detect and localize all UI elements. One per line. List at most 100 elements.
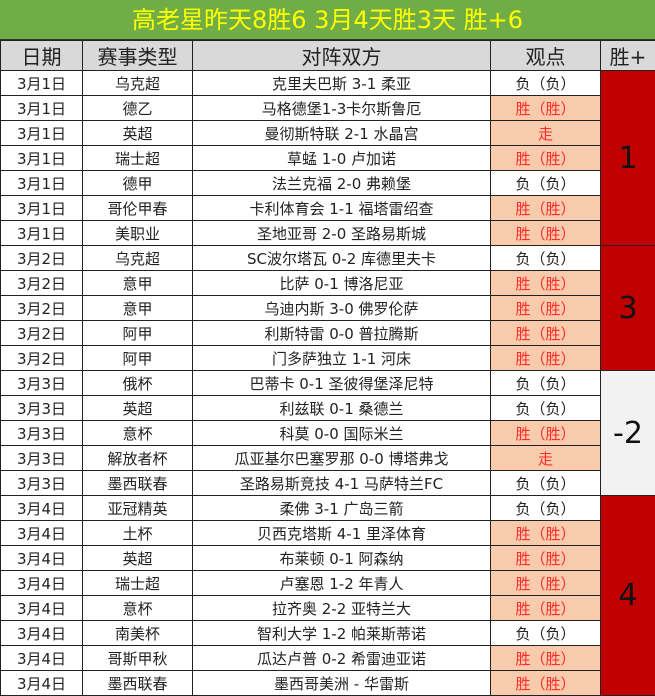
cell-view: 负（负） <box>491 246 601 271</box>
cell-view: 负（负） <box>491 396 601 421</box>
cell-view: 胜（胜） <box>491 346 601 371</box>
cell-date: 3月1日 <box>1 221 83 246</box>
cell-match: 贝西克塔斯 4-1 里泽体育 <box>193 521 491 546</box>
result-cell: 3 <box>601 246 655 371</box>
table-row: 3月2日意甲乌迪内斯 3-0 佛罗伦萨胜（胜） <box>1 296 655 321</box>
cell-match: 卢塞恩 1-2 年青人 <box>193 571 491 596</box>
table-row: 3月4日哥斯甲秋瓜达卢普 0-2 希雷迪亚诺胜（胜） <box>1 646 655 671</box>
cell-date: 3月3日 <box>1 421 83 446</box>
cell-match: 卡利体育会 1-1 福塔雷绍查 <box>193 196 491 221</box>
cell-view: 负（负） <box>491 496 601 521</box>
cell-league: 瑞士超 <box>83 146 193 171</box>
cell-match: 柔佛 3-1 广岛三箭 <box>193 496 491 521</box>
cell-match: 瓜达卢普 0-2 希雷迪亚诺 <box>193 646 491 671</box>
cell-view: 负（负） <box>491 371 601 396</box>
cell-date: 3月1日 <box>1 196 83 221</box>
cell-match: 曼彻斯特联 2-1 水晶宫 <box>193 121 491 146</box>
cell-date: 3月2日 <box>1 246 83 271</box>
cell-date: 3月3日 <box>1 471 83 496</box>
table-row: 3月1日德乙马格德堡1-3卡尔斯鲁厄胜（胜） <box>1 96 655 121</box>
table-row: 3月4日英超布莱顿 0-1 阿森纳胜（胜） <box>1 546 655 571</box>
cell-date: 3月4日 <box>1 521 83 546</box>
table-row: 3月1日德甲法兰克福 2-0 弗赖堡负（负） <box>1 171 655 196</box>
cell-league: 亚冠精英 <box>83 496 193 521</box>
table-row: 3月2日意甲比萨 0-1 博洛尼亚胜（胜） <box>1 271 655 296</box>
cell-date: 3月1日 <box>1 96 83 121</box>
cell-view: 负（负） <box>491 471 601 496</box>
table-row: 3月3日意杯科莫 0-0 国际米兰胜（胜） <box>1 421 655 446</box>
cell-league: 墨西联春 <box>83 671 193 696</box>
cell-date: 3月4日 <box>1 646 83 671</box>
table-row: 3月1日乌克超克里夫巴斯 3-1 柔亚负（负）1 <box>1 71 655 96</box>
cell-match: 比萨 0-1 博洛尼亚 <box>193 271 491 296</box>
cell-match: 马格德堡1-3卡尔斯鲁厄 <box>193 96 491 121</box>
table-row: 3月4日亚冠精英柔佛 3-1 广岛三箭负（负）4 <box>1 496 655 521</box>
cell-view: 胜（胜） <box>491 96 601 121</box>
cell-date: 3月1日 <box>1 171 83 196</box>
cell-date: 3月1日 <box>1 71 83 96</box>
cell-view: 负（负） <box>491 621 601 646</box>
page-title: 高老星昨天8胜6 3月4天胜3天 胜+6 <box>0 0 655 40</box>
cell-match: SC波尔塔瓦 0-2 库德里夫卡 <box>193 246 491 271</box>
cell-league: 墨西联春 <box>83 471 193 496</box>
cell-date: 3月4日 <box>1 671 83 696</box>
cell-league: 乌克超 <box>83 246 193 271</box>
cell-view: 胜（胜） <box>491 421 601 446</box>
cell-date: 3月4日 <box>1 496 83 521</box>
cell-match: 法兰克福 2-0 弗赖堡 <box>193 171 491 196</box>
cell-match: 克里夫巴斯 3-1 柔亚 <box>193 71 491 96</box>
table-row: 3月1日瑞士超草蜢 1-0 卢加诺胜（胜） <box>1 146 655 171</box>
cell-league: 乌克超 <box>83 71 193 96</box>
cell-match: 圣地亚哥 2-0 圣路易斯城 <box>193 221 491 246</box>
cell-date: 3月1日 <box>1 121 83 146</box>
cell-match: 智利大学 1-2 帕莱斯蒂诺 <box>193 621 491 646</box>
cell-league: 意杯 <box>83 596 193 621</box>
table-row: 3月4日南美杯智利大学 1-2 帕莱斯蒂诺负（负） <box>1 621 655 646</box>
header-league: 赛事类型 <box>83 41 193 71</box>
cell-league: 美职业 <box>83 221 193 246</box>
result-cell: -2 <box>601 371 655 496</box>
cell-view: 走 <box>491 446 601 471</box>
cell-date: 3月4日 <box>1 571 83 596</box>
table-row: 3月4日土杯贝西克塔斯 4-1 里泽体育胜（胜） <box>1 521 655 546</box>
cell-view: 胜（胜） <box>491 296 601 321</box>
cell-date: 3月3日 <box>1 371 83 396</box>
cell-view: 胜（胜） <box>491 671 601 696</box>
cell-view: 胜（胜） <box>491 321 601 346</box>
table-row: 3月4日墨西联春墨西哥美洲 - 华雷斯胜（胜） <box>1 671 655 696</box>
table-row: 3月2日阿甲门多萨独立 1-1 河床胜（胜） <box>1 346 655 371</box>
cell-view: 负（负） <box>491 171 601 196</box>
cell-match: 门多萨独立 1-1 河床 <box>193 346 491 371</box>
cell-date: 3月3日 <box>1 446 83 471</box>
cell-match: 利斯特雷 0-0 普拉腾斯 <box>193 321 491 346</box>
cell-league: 瑞士超 <box>83 571 193 596</box>
result-cell: 4 <box>601 496 655 696</box>
cell-match: 拉齐奥 2-2 亚特兰大 <box>193 596 491 621</box>
cell-league: 意杯 <box>83 421 193 446</box>
cell-league: 意甲 <box>83 296 193 321</box>
cell-league: 土杯 <box>83 521 193 546</box>
cell-league: 英超 <box>83 546 193 571</box>
cell-view: 胜（胜） <box>491 646 601 671</box>
header-view: 观点 <box>491 41 601 71</box>
header-date: 日期 <box>1 41 83 71</box>
table-row: 3月4日瑞士超卢塞恩 1-2 年青人胜（胜） <box>1 571 655 596</box>
header-result: 胜+ <box>601 41 655 71</box>
cell-match: 布莱顿 0-1 阿森纳 <box>193 546 491 571</box>
cell-league: 英超 <box>83 121 193 146</box>
cell-date: 3月4日 <box>1 621 83 646</box>
cell-league: 阿甲 <box>83 346 193 371</box>
cell-date: 3月3日 <box>1 396 83 421</box>
cell-date: 3月2日 <box>1 296 83 321</box>
cell-view: 胜（胜） <box>491 196 601 221</box>
cell-match: 巴蒂卡 0-1 圣彼得堡泽尼特 <box>193 371 491 396</box>
cell-match: 科莫 0-0 国际米兰 <box>193 421 491 446</box>
header-row: 日期 赛事类型 对阵双方 观点 胜+ <box>1 41 655 71</box>
cell-league: 哥斯甲秋 <box>83 646 193 671</box>
cell-date: 3月2日 <box>1 321 83 346</box>
cell-view: 胜（胜） <box>491 571 601 596</box>
cell-match: 利兹联 0-1 桑德兰 <box>193 396 491 421</box>
cell-league: 解放者杯 <box>83 446 193 471</box>
